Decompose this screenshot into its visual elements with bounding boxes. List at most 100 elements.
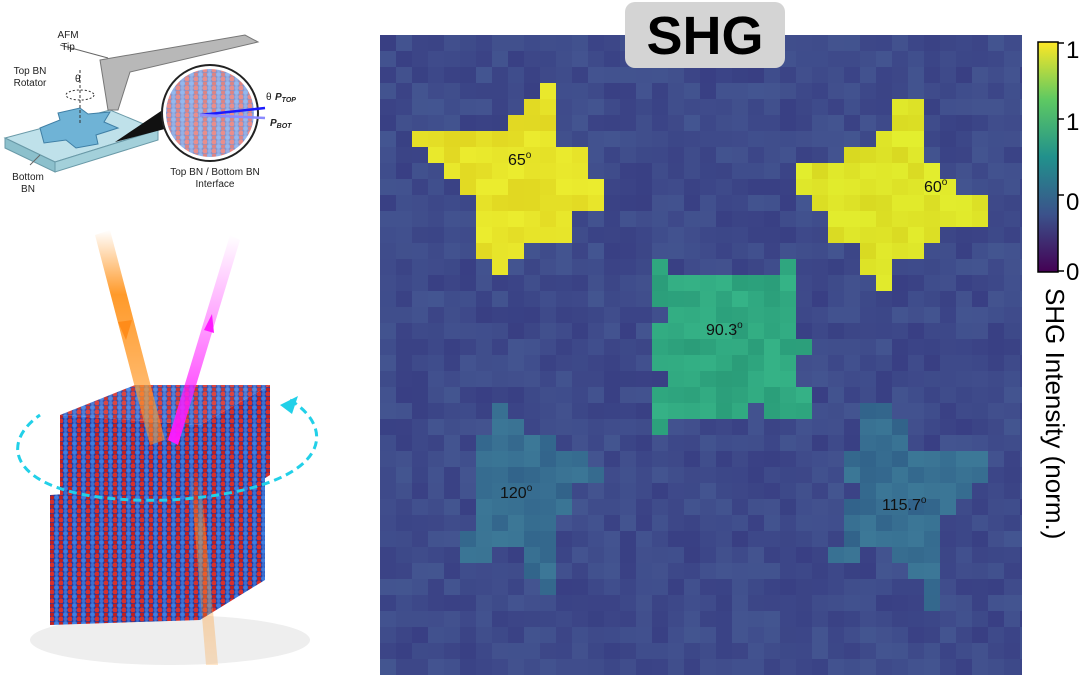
- map-pixel: [492, 243, 509, 260]
- map-pixel: [716, 211, 733, 228]
- map-pixel: [412, 115, 429, 132]
- map-pixel: [1004, 51, 1021, 68]
- map-pixel: [940, 99, 957, 116]
- map-pixel: [876, 387, 893, 404]
- map-pixel: [588, 259, 605, 276]
- map-pixel: [812, 611, 829, 628]
- map-pixel: [460, 643, 477, 660]
- subscript: TOP: [282, 97, 297, 104]
- map-pixel: [716, 371, 733, 388]
- map-pixel: [524, 179, 541, 196]
- map-pixel: [684, 499, 701, 516]
- map-pixel: [844, 499, 861, 516]
- map-pixel: [444, 531, 461, 548]
- map-pixel: [780, 355, 797, 372]
- map-pixel: [556, 643, 573, 660]
- map-pixel: [972, 51, 989, 68]
- map-pixel: [924, 179, 941, 196]
- map-pixel: [508, 419, 525, 436]
- map-pixel: [412, 595, 429, 612]
- map-pixel: [524, 435, 541, 452]
- map-pixel: [588, 195, 605, 212]
- map-pixel: [716, 195, 733, 212]
- map-pixel: [764, 371, 781, 388]
- map-pixel: [828, 243, 845, 260]
- map-pixel: [540, 387, 557, 404]
- map-pixel: [540, 547, 557, 564]
- map-pixel: [652, 483, 669, 500]
- map-pixel: [956, 467, 973, 484]
- map-pixel: [732, 419, 749, 436]
- map-pixel: [796, 339, 813, 356]
- map-pixel: [876, 515, 893, 532]
- map-pixel: [940, 339, 957, 356]
- map-pixel: [812, 499, 829, 516]
- map-pixel: [540, 67, 557, 84]
- map-pixel: [1020, 67, 1022, 84]
- angle-label: 60o: [924, 177, 948, 196]
- map-pixel: [508, 115, 525, 132]
- map-pixel: [860, 115, 877, 132]
- map-pixel: [764, 67, 781, 84]
- map-pixel: [764, 259, 781, 276]
- map-pixel: [780, 435, 797, 452]
- map-pixel: [636, 115, 653, 132]
- map-pixel: [956, 83, 973, 100]
- map-pixel: [716, 595, 733, 612]
- map-pixel: [1004, 451, 1021, 468]
- map-pixel: [572, 195, 589, 212]
- map-pixel: [524, 259, 541, 276]
- map-pixel: [444, 275, 461, 292]
- map-pixel: [892, 627, 909, 644]
- map-pixel: [860, 403, 877, 420]
- map-pixel: [636, 563, 653, 580]
- map-pixel: [540, 35, 557, 52]
- map-pixel: [860, 243, 877, 260]
- map-pixel: [588, 67, 605, 84]
- map-pixel: [540, 243, 557, 260]
- map-pixel: [572, 131, 589, 148]
- map-pixel: [556, 243, 573, 260]
- map-pixel: [876, 595, 893, 612]
- map-pixel: [444, 371, 461, 388]
- map-pixel: [700, 67, 717, 84]
- map-pixel: [700, 467, 717, 484]
- map-pixel: [796, 419, 813, 436]
- map-pixel: [572, 275, 589, 292]
- map-pixel: [764, 323, 781, 340]
- map-pixel: [716, 323, 733, 340]
- map-pixel: [748, 243, 765, 260]
- map-pixel: [668, 179, 685, 196]
- map-pixel: [412, 451, 429, 468]
- map-pixel: [988, 275, 1005, 292]
- map-pixel: [828, 67, 845, 84]
- map-pixel: [588, 595, 605, 612]
- map-pixel: [780, 259, 797, 276]
- map-pixel: [604, 323, 621, 340]
- map-pixel: [812, 243, 829, 260]
- map-pixel: [476, 147, 493, 164]
- map-pixel: [380, 35, 397, 52]
- map-pixel: [412, 179, 429, 196]
- map-pixel: [956, 323, 973, 340]
- map-pixel: [940, 515, 957, 532]
- map-pixel: [588, 179, 605, 196]
- map-pixel: [876, 163, 893, 180]
- map-pixel: [668, 435, 685, 452]
- map-pixel: [556, 387, 573, 404]
- map-pixel: [380, 451, 397, 468]
- map-pixel: [396, 659, 413, 675]
- map-pixel: [908, 243, 925, 260]
- map-pixel: [572, 291, 589, 308]
- map-pixel: [892, 643, 909, 660]
- map-pixel: [540, 531, 557, 548]
- map-pixel: [556, 323, 573, 340]
- map-pixel: [860, 51, 877, 68]
- map-pixel: [764, 451, 781, 468]
- map-pixel: [1020, 643, 1022, 660]
- map-pixel: [844, 147, 861, 164]
- map-pixel: [908, 67, 925, 84]
- map-pixel: [972, 35, 989, 52]
- map-pixel: [940, 563, 957, 580]
- map-pixel: [524, 35, 541, 52]
